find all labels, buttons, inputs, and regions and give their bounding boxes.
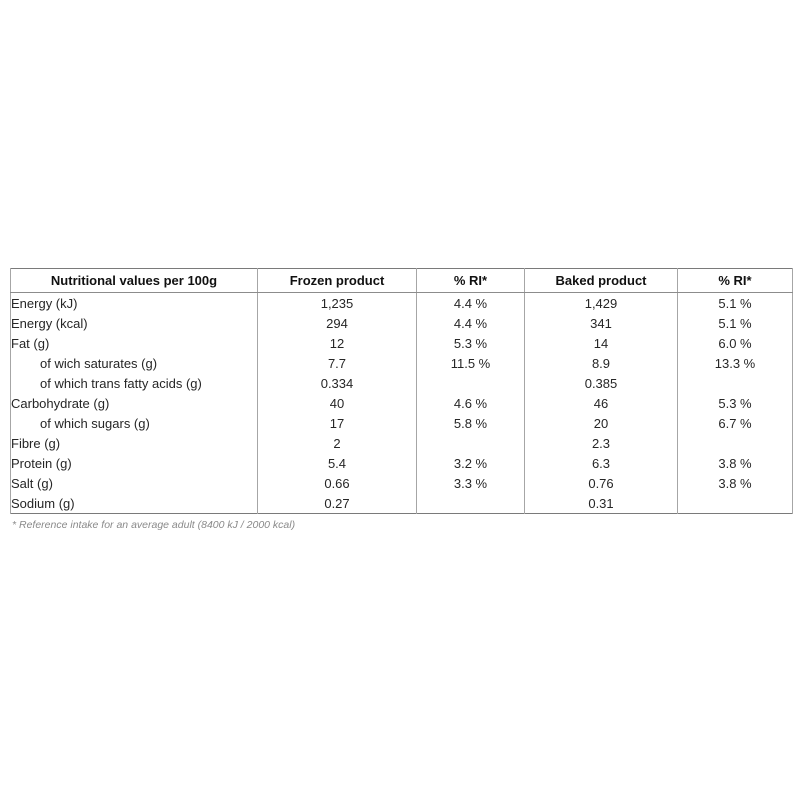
row-label: Protein (g) xyxy=(10,453,258,473)
table-row: Protein (g) 5.4 3.2 % 6.3 3.8 % xyxy=(10,453,793,473)
header-frozen-ri: % RI* xyxy=(416,268,525,293)
table-row: Energy (kcal) 294 4.4 % 341 5.1 % xyxy=(10,313,793,333)
frozen-ri-value: 4.4 % xyxy=(416,292,525,313)
baked-value: 0.76 xyxy=(524,473,678,493)
row-label: Fat (g) xyxy=(10,333,258,353)
header-baked-product: Baked product xyxy=(524,268,678,293)
nutrition-table: Nutritional values per 100g Frozen produ… xyxy=(10,268,793,514)
table-row: of which sugars (g) 17 5.8 % 20 6.7 % xyxy=(10,413,793,433)
frozen-value: 2 xyxy=(257,433,417,453)
row-label: Energy (kcal) xyxy=(10,313,258,333)
frozen-ri-value: 4.4 % xyxy=(416,313,525,333)
frozen-value: 40 xyxy=(257,393,417,413)
baked-ri-value: 6.0 % xyxy=(677,333,793,353)
header-baked-ri: % RI* xyxy=(677,268,793,293)
row-label: of which sugars (g) xyxy=(10,413,258,433)
frozen-ri-value xyxy=(416,373,525,393)
frozen-value: 0.27 xyxy=(257,493,417,514)
row-label: Fibre (g) xyxy=(10,433,258,453)
frozen-value: 7.7 xyxy=(257,353,417,373)
frozen-value: 294 xyxy=(257,313,417,333)
header-nutritional-values: Nutritional values per 100g xyxy=(10,268,258,293)
frozen-value: 1,235 xyxy=(257,292,417,313)
row-label: Sodium (g) xyxy=(10,493,258,514)
frozen-ri-value xyxy=(416,493,525,514)
frozen-ri-value xyxy=(416,433,525,453)
frozen-value: 17 xyxy=(257,413,417,433)
baked-value: 8.9 xyxy=(524,353,678,373)
frozen-ri-value: 4.6 % xyxy=(416,393,525,413)
table-row: Fibre (g) 2 2.3 xyxy=(10,433,793,453)
table-row: of wich saturates (g) 7.7 11.5 % 8.9 13.3 % xyxy=(10,353,793,373)
frozen-value: 0.66 xyxy=(257,473,417,493)
frozen-value: 12 xyxy=(257,333,417,353)
table-row: Energy (kJ) 1,235 4.4 % 1,429 5.1 % xyxy=(10,292,793,313)
baked-ri-value: 3.8 % xyxy=(677,453,793,473)
baked-value: 1,429 xyxy=(524,292,678,313)
baked-value: 341 xyxy=(524,313,678,333)
baked-ri-value xyxy=(677,493,793,514)
footnote: * Reference intake for an average adult … xyxy=(12,519,296,531)
baked-ri-value: 5.1 % xyxy=(677,292,793,313)
baked-ri-value: 13.3 % xyxy=(677,353,793,373)
table-row: Sodium (g) 0.27 0.31 xyxy=(10,493,793,514)
baked-value: 20 xyxy=(524,413,678,433)
baked-ri-value xyxy=(677,373,793,393)
row-label: Salt (g) xyxy=(10,473,258,493)
table-row: Carbohydrate (g) 40 4.6 % 46 5.3 % xyxy=(10,393,793,413)
row-label: Carbohydrate (g) xyxy=(10,393,258,413)
baked-value: 46 xyxy=(524,393,678,413)
row-label: of wich saturates (g) xyxy=(10,353,258,373)
frozen-value: 0.334 xyxy=(257,373,417,393)
baked-ri-value: 3.8 % xyxy=(677,473,793,493)
baked-ri-value: 5.1 % xyxy=(677,313,793,333)
frozen-value: 5.4 xyxy=(257,453,417,473)
row-label: of which trans fatty acids (g) xyxy=(10,373,258,393)
frozen-ri-value: 3.3 % xyxy=(416,473,525,493)
baked-value: 0.385 xyxy=(524,373,678,393)
table-row: Salt (g) 0.66 3.3 % 0.76 3.8 % xyxy=(10,473,793,493)
baked-ri-value: 5.3 % xyxy=(677,393,793,413)
header-frozen-product: Frozen product xyxy=(257,268,417,293)
frozen-ri-value: 5.8 % xyxy=(416,413,525,433)
baked-value: 0.31 xyxy=(524,493,678,514)
baked-value: 14 xyxy=(524,333,678,353)
baked-ri-value: 6.7 % xyxy=(677,413,793,433)
frozen-ri-value: 3.2 % xyxy=(416,453,525,473)
baked-value: 2.3 xyxy=(524,433,678,453)
table-row: Fat (g) 12 5.3 % 14 6.0 % xyxy=(10,333,793,353)
row-label: Energy (kJ) xyxy=(10,292,258,313)
baked-ri-value xyxy=(677,433,793,453)
frozen-ri-value: 11.5 % xyxy=(416,353,525,373)
table-row: of which trans fatty acids (g) 0.334 0.385 xyxy=(10,373,793,393)
frozen-ri-value: 5.3 % xyxy=(416,333,525,353)
baked-value: 6.3 xyxy=(524,453,678,473)
header-row: Nutritional values per 100g Frozen produ… xyxy=(10,268,793,293)
